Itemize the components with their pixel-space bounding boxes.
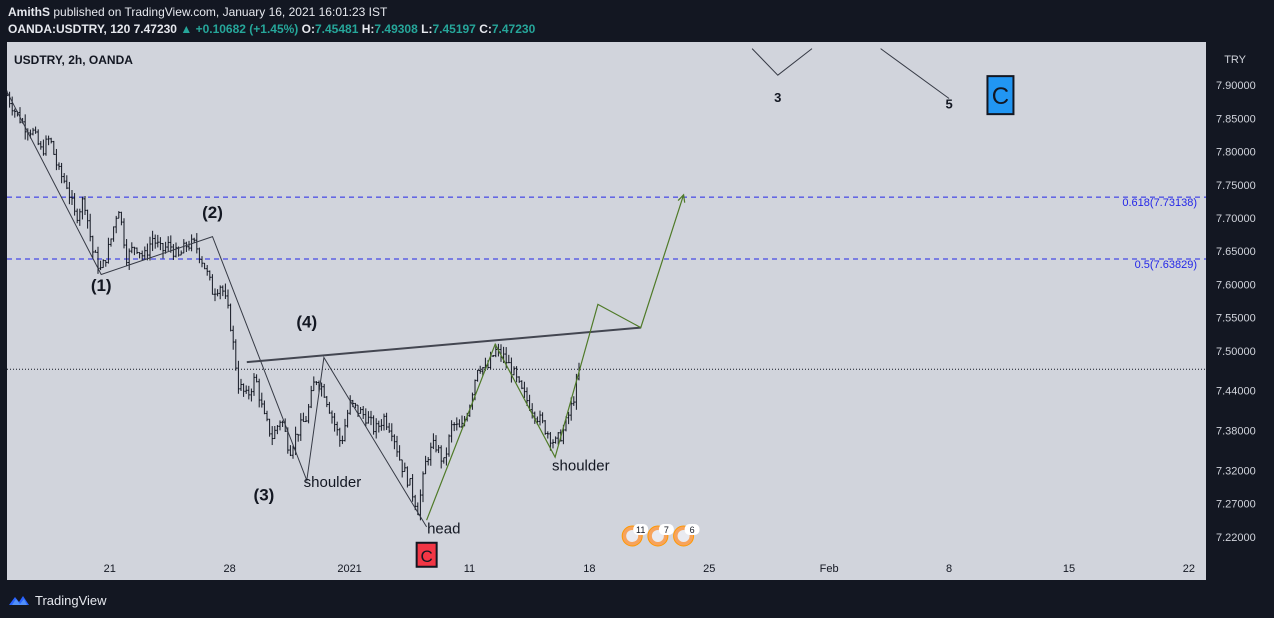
x-tick-label: 18: [583, 563, 595, 575]
event-count-badge: [633, 524, 649, 535]
pattern-annotation: shoulder: [304, 474, 362, 491]
wave-label: 5: [945, 96, 952, 111]
wave-label: (3): [254, 485, 275, 504]
y-tick-label: 7.50000: [1216, 346, 1256, 358]
low-label: L:: [421, 22, 433, 36]
high-value: 7.49308: [374, 22, 418, 36]
pattern-annotation: head: [427, 521, 460, 538]
low-value: 7.45197: [432, 22, 476, 36]
symbol-ohlc-bar: OANDA:USDTRY, 120 7.47230 ▲ +0.10682 (+1…: [8, 22, 535, 36]
wave-c-label: C: [992, 83, 1009, 110]
x-tick-label: 2021: [337, 563, 361, 575]
x-tick-label: 25: [703, 563, 715, 575]
event-count-badge: [658, 524, 674, 535]
tradingview-logo-icon: [9, 596, 29, 605]
tradingview-footer[interactable]: TradingView: [8, 591, 107, 609]
upper-wave-path-2: [880, 48, 950, 99]
symbol-text: OANDA:USDTRY, 120: [8, 22, 131, 36]
y-tick-label: 7.44000: [1216, 386, 1256, 398]
up-arrow-icon: ▲: [180, 22, 193, 36]
wave-label: 3: [774, 90, 781, 105]
y-tick-label: 7.80000: [1216, 147, 1256, 159]
y-tick-label: 7.38000: [1216, 426, 1256, 438]
y-tick-label: 7.55000: [1216, 313, 1256, 325]
open-value: 7.45481: [315, 22, 359, 36]
elliott-wave-path: [6, 91, 428, 528]
x-tick-label: 28: [224, 563, 236, 575]
chart-area[interactable]: [7, 42, 1206, 580]
y-tick-label: 7.60000: [1216, 279, 1256, 291]
x-tick-label: 8: [946, 563, 952, 575]
y-tick-label: 7.70000: [1216, 213, 1256, 225]
neckline-trendline: [246, 326, 641, 364]
close-label: C:: [479, 22, 492, 36]
author-name[interactable]: AmithS: [8, 5, 50, 19]
last-price: 7.47230: [133, 22, 177, 36]
y-tick-label: 7.90000: [1216, 80, 1256, 92]
event-count-badge: [684, 524, 700, 535]
x-tick-label: 21: [104, 563, 116, 575]
high-label: H:: [361, 22, 375, 36]
pattern-annotation: shoulder: [552, 457, 610, 474]
event-count-label: 6: [690, 525, 695, 535]
wave-label: (4): [296, 313, 317, 332]
tradingview-brand: TradingView: [35, 592, 107, 608]
publish-text: published on TradingView.com, January 16…: [53, 5, 388, 19]
chart-title: USDTRY, 2h, OANDA: [14, 53, 133, 67]
y-tick-label: 7.65000: [1216, 246, 1256, 258]
y-tick-label: 7.22000: [1216, 532, 1256, 544]
open-label: O:: [301, 22, 315, 36]
currency-label: TRY: [1224, 54, 1246, 66]
publish-info: AmithS published on TradingView.com, Jan…: [8, 5, 387, 19]
projection-path: [426, 194, 685, 521]
wave-c-label: C: [421, 547, 433, 566]
projection-arrowhead: [677, 193, 686, 203]
x-tick-label: Feb: [820, 563, 839, 575]
y-tick-label: 7.27000: [1216, 499, 1256, 511]
fib-level-label: 0.618(7.73138): [1122, 197, 1197, 209]
fib-level-label: 0.5(7.63829): [1135, 259, 1197, 271]
wave-label: (1): [91, 276, 112, 295]
event-count-label: 7: [664, 525, 669, 535]
x-tick-label: 22: [1183, 563, 1195, 575]
x-tick-label: 11: [464, 563, 475, 575]
wave-c-marker: [415, 541, 438, 568]
wave-c-marker: [986, 75, 1015, 116]
close-value: 7.47230: [491, 22, 536, 36]
wave-label: (2): [202, 203, 223, 222]
x-tick-label: 15: [1063, 563, 1075, 575]
y-tick-label: 7.85000: [1216, 113, 1256, 125]
event-count-label: 11: [636, 525, 645, 535]
y-tick-label: 7.75000: [1216, 180, 1256, 192]
upper-wave-path: [751, 48, 813, 76]
y-tick-label: 7.32000: [1216, 465, 1256, 477]
price-change: +0.10682 (+1.45%): [195, 22, 299, 36]
